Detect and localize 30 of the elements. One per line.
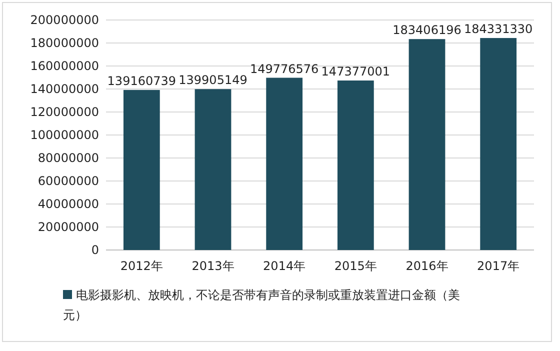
y-tick-label: 120000000 bbox=[30, 105, 99, 119]
y-tick-label: 40000000 bbox=[38, 197, 99, 211]
x-tick-label: 2014年 bbox=[263, 259, 306, 273]
y-tick-label: 0 bbox=[91, 243, 99, 257]
y-tick-label: 80000000 bbox=[38, 151, 99, 165]
legend-label: 电影摄影机、放映机，不论是否带有声音的录制或重放装置进口金额（美元） bbox=[63, 288, 460, 322]
y-tick-label: 60000000 bbox=[38, 174, 99, 188]
data-label: 183406196 bbox=[392, 23, 462, 38]
x-tick-label: 2013年 bbox=[192, 259, 234, 273]
y-tick-label: 140000000 bbox=[30, 82, 99, 96]
x-tick-label: 2015年 bbox=[334, 259, 377, 273]
bar bbox=[408, 39, 446, 250]
data-label: 149776576 bbox=[250, 62, 319, 76]
bar bbox=[123, 90, 160, 250]
bar bbox=[337, 80, 374, 250]
y-tick-label: 180000000 bbox=[30, 36, 99, 50]
bar bbox=[480, 38, 517, 250]
bar bbox=[266, 78, 303, 250]
bar bbox=[194, 89, 232, 250]
data-label: 139160739 bbox=[107, 74, 176, 88]
y-tick-label: 100000000 bbox=[30, 128, 99, 142]
x-tick-label: 2017年 bbox=[477, 259, 520, 273]
x-tick-label: 2012年 bbox=[120, 259, 163, 273]
y-tick-label: 200000000 bbox=[30, 13, 99, 27]
y-tick-label: 160000000 bbox=[30, 59, 99, 73]
data-label: 184331330 bbox=[464, 22, 533, 36]
data-label: 147377001 bbox=[321, 64, 390, 79]
x-tick-label: 2016年 bbox=[406, 259, 448, 273]
y-tick-label: 20000000 bbox=[38, 220, 99, 234]
data-label: 139905149 bbox=[178, 73, 248, 88]
